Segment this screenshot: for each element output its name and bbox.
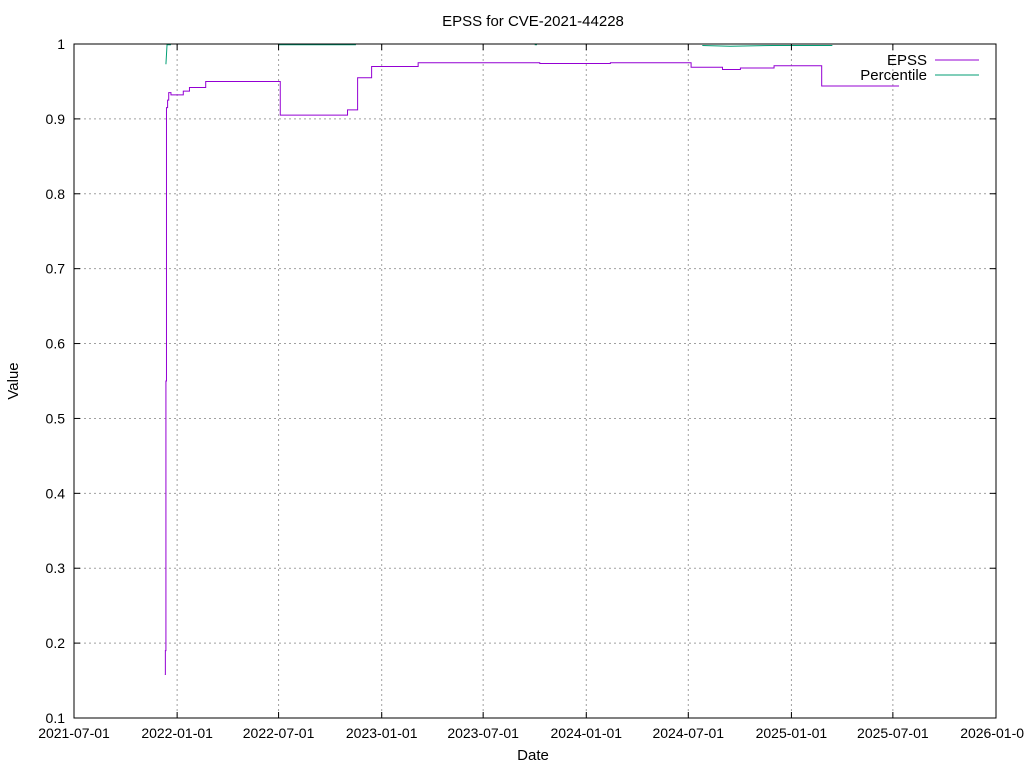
epss-legend-label: EPSS <box>887 52 927 69</box>
x-tick-label: 2023-07-01 <box>447 725 519 741</box>
x-tick-label: 2024-01-01 <box>550 725 622 741</box>
plot-area-border <box>73 43 997 719</box>
x-tick-label: 2022-01-01 <box>141 725 213 741</box>
y-tick-label: 0.5 <box>46 410 66 426</box>
percentile-series-line <box>165 44 171 65</box>
y-tick-label: 1 <box>57 36 65 52</box>
y-tick-label: 0.9 <box>46 111 66 127</box>
x-tick-label: 2026-01-01 <box>960 725 1024 741</box>
y-tick-label: 0.7 <box>46 261 66 277</box>
epss-series-line <box>164 62 900 676</box>
percentile-legend-label: Percentile <box>860 67 927 84</box>
chart-title: EPSS for CVE-2021-44228 <box>442 13 624 30</box>
y-axis-title: Value <box>5 362 22 399</box>
x-tick-label: 2023-01-01 <box>346 725 418 741</box>
y-tick-label: 0.1 <box>46 710 66 726</box>
x-tick-label: 2025-01-01 <box>756 725 828 741</box>
y-tick-label: 0.2 <box>46 635 66 651</box>
series-layer <box>164 44 900 676</box>
y-tick-label: 0.4 <box>46 485 66 501</box>
x-tick-label: 2025-07-01 <box>857 725 929 741</box>
y-tick-label: 0.6 <box>46 336 66 352</box>
y-tick-label: 0.3 <box>46 560 66 576</box>
grid-layer <box>74 44 996 718</box>
tick-layer: 0.1 0.2 0.3 0.4 0.5 0.6 0.7 0.8 0.9 1 2021-07-01 20… <box>38 36 1024 741</box>
x-tick-label: 2024-07-01 <box>652 725 724 741</box>
percentile-series-line <box>702 45 833 47</box>
x-axis-title: Date <box>517 747 549 764</box>
y-tick-label: 0.8 <box>46 186 66 202</box>
x-tick-label: 2021-07-01 <box>38 725 110 741</box>
x-tick-label: 2022-07-01 <box>243 725 315 741</box>
